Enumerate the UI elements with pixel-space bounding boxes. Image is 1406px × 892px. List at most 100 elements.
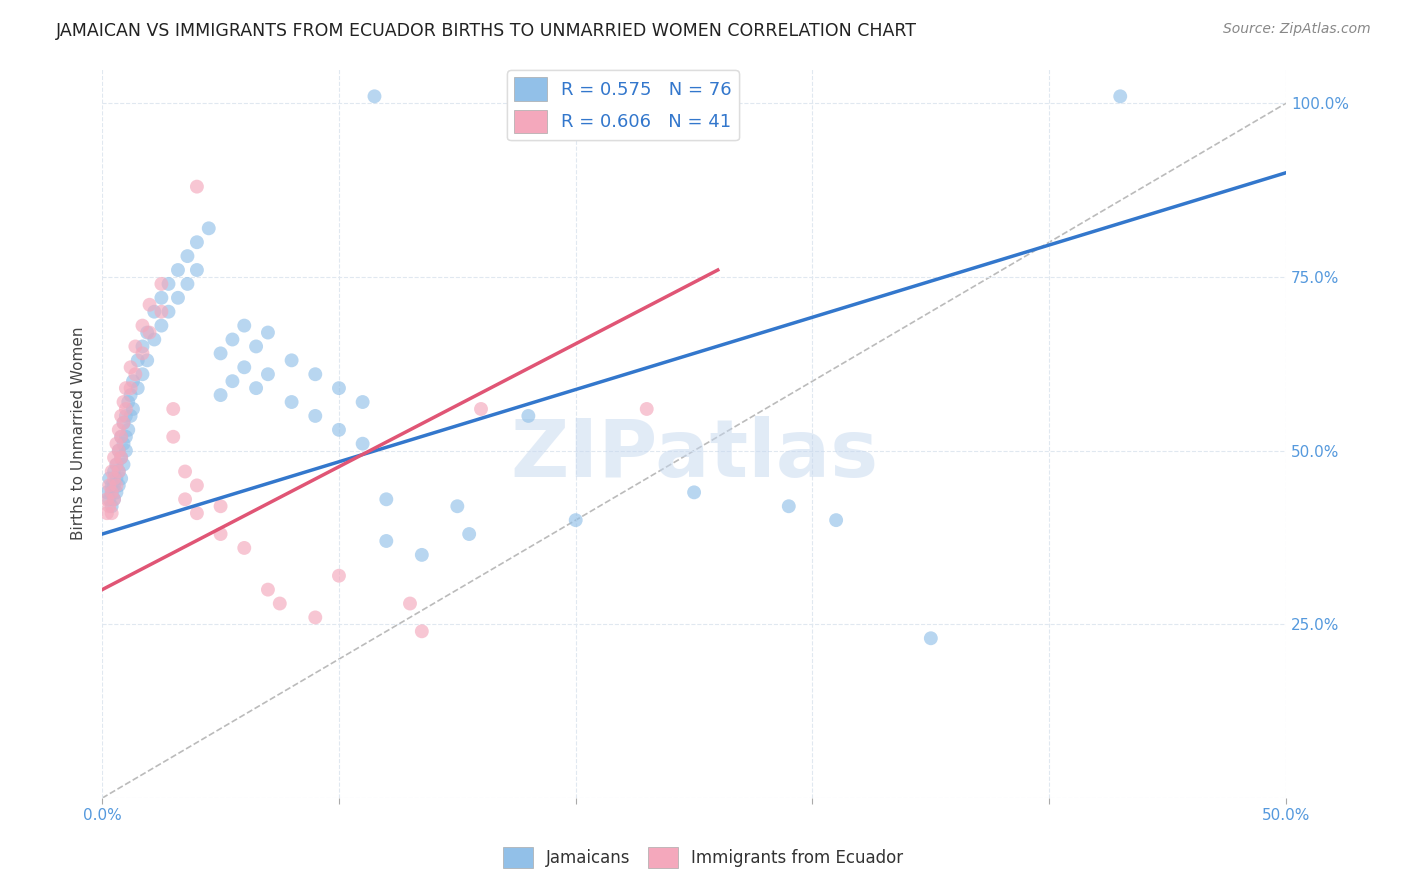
Point: [245, 339, 267, 353]
Point: [117, 423, 139, 437]
Y-axis label: Births to Unmarried Women: Births to Unmarried Women: [72, 326, 86, 540]
Point: [280, 395, 302, 409]
Point: [96, 492, 118, 507]
Point: [209, 500, 232, 514]
Point: [186, 478, 208, 492]
Point: [470, 401, 492, 416]
Point: [233, 360, 256, 375]
Point: [115, 381, 138, 395]
Point: [399, 597, 422, 611]
Point: [221, 333, 243, 347]
Point: [150, 304, 173, 318]
Point: [107, 465, 129, 479]
Point: [186, 179, 208, 194]
Point: [105, 485, 128, 500]
Point: [131, 339, 153, 353]
Point: [115, 401, 138, 416]
Point: [120, 381, 142, 395]
Point: [98, 478, 121, 492]
Point: [96, 485, 118, 500]
Point: [176, 249, 198, 263]
Point: [162, 401, 184, 416]
Point: [197, 221, 219, 235]
Point: [176, 277, 198, 291]
Point: [411, 548, 433, 562]
Point: [778, 500, 800, 514]
Point: [112, 416, 135, 430]
Point: [174, 465, 197, 479]
Point: [105, 436, 128, 450]
Point: [328, 568, 350, 582]
Point: [107, 465, 129, 479]
Point: [186, 506, 208, 520]
Point: [115, 430, 138, 444]
Point: [136, 326, 159, 340]
Point: [110, 409, 132, 423]
Point: [233, 541, 256, 555]
Point: [100, 485, 122, 500]
Point: [122, 401, 145, 416]
Point: [98, 471, 121, 485]
Point: [920, 632, 942, 646]
Point: [150, 277, 173, 291]
Point: [209, 346, 232, 360]
Point: [100, 500, 122, 514]
Point: [115, 443, 138, 458]
Point: [269, 597, 291, 611]
Point: [825, 513, 848, 527]
Point: [131, 346, 153, 360]
Point: [304, 610, 326, 624]
Point: [143, 333, 166, 347]
Point: [280, 353, 302, 368]
Point: [304, 368, 326, 382]
Point: [458, 527, 481, 541]
Point: [517, 409, 540, 423]
Point: [375, 533, 398, 548]
Point: [683, 485, 706, 500]
Point: [98, 500, 121, 514]
Point: [352, 395, 374, 409]
Point: [167, 291, 190, 305]
Point: [209, 388, 232, 402]
Text: JAMAICAN VS IMMIGRANTS FROM ECUADOR BIRTHS TO UNMARRIED WOMEN CORRELATION CHART: JAMAICAN VS IMMIGRANTS FROM ECUADOR BIRT…: [56, 22, 917, 40]
Point: [103, 478, 125, 492]
Point: [110, 471, 132, 485]
Point: [131, 368, 153, 382]
Point: [446, 500, 468, 514]
Point: [120, 360, 142, 375]
Point: [174, 492, 197, 507]
Point: [124, 368, 146, 382]
Point: [100, 485, 122, 500]
Point: [100, 506, 122, 520]
Point: [96, 506, 118, 520]
Text: Source: ZipAtlas.com: Source: ZipAtlas.com: [1223, 22, 1371, 37]
Point: [143, 304, 166, 318]
Point: [100, 465, 122, 479]
Point: [138, 326, 160, 340]
Point: [120, 388, 142, 402]
Point: [221, 374, 243, 388]
Point: [328, 423, 350, 437]
Point: [122, 374, 145, 388]
Point: [245, 381, 267, 395]
Point: [112, 436, 135, 450]
Point: [411, 624, 433, 639]
Point: [110, 450, 132, 465]
Point: [138, 298, 160, 312]
Point: [107, 443, 129, 458]
Point: [352, 436, 374, 450]
Point: [375, 492, 398, 507]
Point: [328, 381, 350, 395]
Point: [157, 304, 180, 318]
Point: [107, 478, 129, 492]
Point: [564, 513, 586, 527]
Point: [117, 395, 139, 409]
Point: [127, 381, 149, 395]
Point: [103, 492, 125, 507]
Text: ZIPatlas: ZIPatlas: [510, 417, 879, 494]
Point: [257, 582, 280, 597]
Point: [257, 326, 280, 340]
Point: [304, 409, 326, 423]
Point: [124, 339, 146, 353]
Point: [103, 492, 125, 507]
